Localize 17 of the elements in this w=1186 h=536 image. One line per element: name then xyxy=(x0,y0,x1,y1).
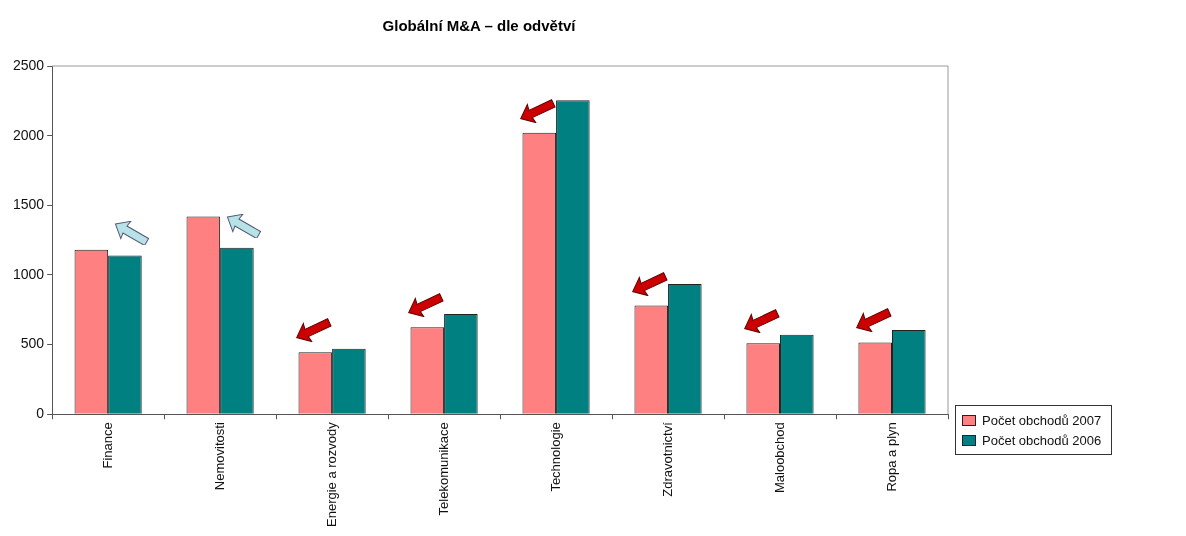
legend-label: Počet obchodů 2007 xyxy=(982,412,1102,428)
y-tick-label: 2500 xyxy=(12,56,45,73)
x-tick-label: Telekomunikace xyxy=(435,422,451,516)
y-tick-label: 0 xyxy=(36,405,45,422)
chart-title: Globální M&A – dle odvětví xyxy=(382,17,577,35)
x-tick-label: Energie a rozvody xyxy=(323,421,339,527)
x-tick-label: Ropa a plyn xyxy=(883,422,899,492)
x-tick-label: Finance xyxy=(99,422,115,469)
y-tick-label: 500 xyxy=(20,335,45,352)
y-tick-label: 1500 xyxy=(12,196,45,213)
x-tick-label: Maloobchod xyxy=(771,422,787,494)
x-tick-label: Nemovitosti xyxy=(211,422,227,491)
x-tick-label: Zdravotnictví xyxy=(659,421,675,497)
y-tick-label: 2000 xyxy=(12,126,45,143)
legend-label: Počet obchodů 2006 xyxy=(982,432,1102,448)
x-tick-label: Technologie xyxy=(547,422,563,492)
y-tick-label: 1000 xyxy=(12,265,45,282)
